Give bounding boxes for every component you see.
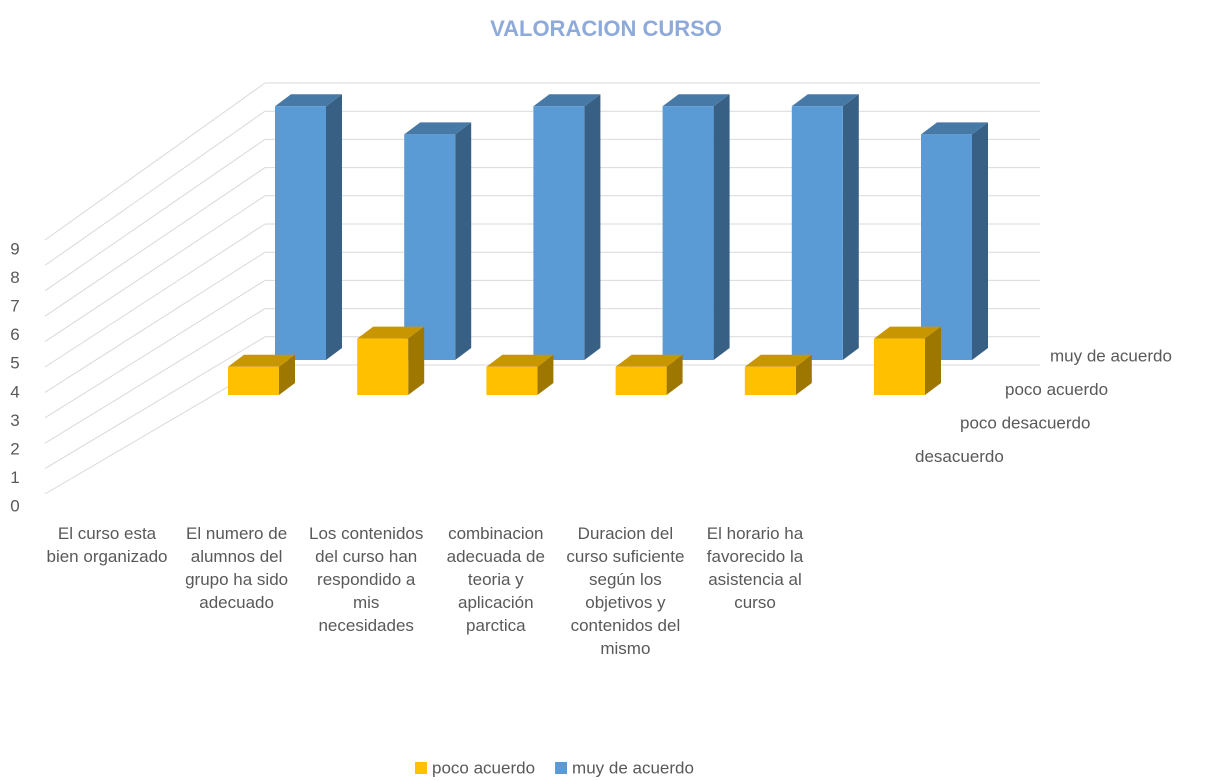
- depth-label: muy de acuerdo: [1050, 346, 1172, 365]
- bar: [921, 122, 988, 361]
- y-tick-label: 1: [10, 468, 19, 487]
- bar-front: [874, 338, 925, 395]
- bar-side: [408, 326, 425, 395]
- y-tick-label: 3: [10, 411, 19, 430]
- bar-top: [615, 354, 683, 367]
- bar-top: [791, 94, 859, 107]
- x-tick-label: El curso esta bien organizado: [47, 524, 168, 566]
- bar-top: [486, 354, 554, 367]
- depth-label: poco acuerdo: [1005, 380, 1108, 399]
- y-tick-label: 4: [10, 382, 19, 401]
- bar-top: [228, 354, 295, 367]
- bar-top: [874, 326, 941, 339]
- grid-line: [44, 251, 266, 393]
- depth-label: poco desacuerdo: [960, 413, 1090, 432]
- grid-line: [44, 279, 266, 419]
- bar-top: [404, 122, 472, 135]
- bar-top: [662, 94, 730, 107]
- bar: [874, 326, 941, 395]
- x-tick-label: Duracion del curso suficiente según los obj…: [566, 524, 684, 658]
- y-tick-label: 2: [10, 439, 19, 458]
- bar-top: [275, 94, 342, 107]
- bar: [615, 354, 683, 395]
- bar-side: [713, 94, 730, 360]
- bar-front: [615, 366, 667, 395]
- x-tick-label: combinacion adecuada de teoria y aplicación…: [447, 524, 545, 635]
- bar: [533, 94, 601, 360]
- legend-label: muy de acuerdo: [572, 758, 694, 777]
- bar-side: [455, 122, 472, 361]
- bar-side: [972, 122, 988, 361]
- bar-top: [921, 122, 988, 135]
- bar-front: [921, 134, 972, 360]
- bar-front: [357, 338, 409, 395]
- bar-side: [842, 94, 859, 360]
- grid-line: [44, 336, 266, 470]
- bar-side: [537, 354, 554, 395]
- grid-line: [44, 223, 266, 368]
- chart-title: VALORACION CURSO: [490, 16, 722, 41]
- bar-side: [925, 326, 941, 395]
- x-tick-label: El numero de alumnos del grupo ha sido adec…: [185, 524, 288, 612]
- bar-side: [584, 94, 601, 360]
- bar-front: [486, 366, 538, 395]
- bar: [662, 94, 730, 360]
- bar-front: [791, 106, 843, 360]
- y-tick-label: 8: [10, 268, 19, 287]
- grid-line: [44, 195, 266, 343]
- grid-line: [44, 308, 266, 444]
- bar-top: [533, 94, 601, 107]
- y-tick-label: 7: [10, 297, 19, 316]
- grid-line: [44, 110, 266, 266]
- bar-front: [744, 366, 796, 395]
- grid-line: [44, 138, 266, 292]
- bar: [486, 354, 554, 395]
- bar-front: [662, 106, 714, 360]
- bar-side: [795, 354, 812, 395]
- grid-line: [44, 167, 266, 317]
- bar: [275, 94, 342, 360]
- bar: [791, 94, 859, 360]
- y-tick-label: 6: [10, 325, 19, 344]
- legend-swatch: [555, 762, 568, 774]
- bar-front: [275, 106, 326, 360]
- bar-front: [404, 134, 456, 360]
- depth-label: desacuerdo: [915, 447, 1004, 466]
- y-tick-label: 5: [10, 354, 19, 373]
- y-tick-label: 9: [10, 240, 19, 259]
- bar-front: [228, 366, 279, 395]
- bar: [744, 354, 812, 395]
- wall-edge: [44, 82, 266, 241]
- bar: [404, 122, 472, 361]
- bar-front: [533, 106, 585, 360]
- bar-top: [744, 354, 812, 367]
- bar-top: [357, 326, 425, 339]
- x-tick-label: El horario ha favorecido la asistencia al c…: [707, 524, 804, 612]
- y-tick-label: 0: [10, 496, 19, 515]
- bar-side: [326, 94, 342, 360]
- legend-swatch: [415, 762, 427, 774]
- bar: [357, 326, 425, 395]
- bar-side: [279, 354, 295, 395]
- bar: [228, 354, 295, 395]
- legend-label: poco acuerdo: [432, 758, 535, 777]
- bar-side: [666, 354, 683, 395]
